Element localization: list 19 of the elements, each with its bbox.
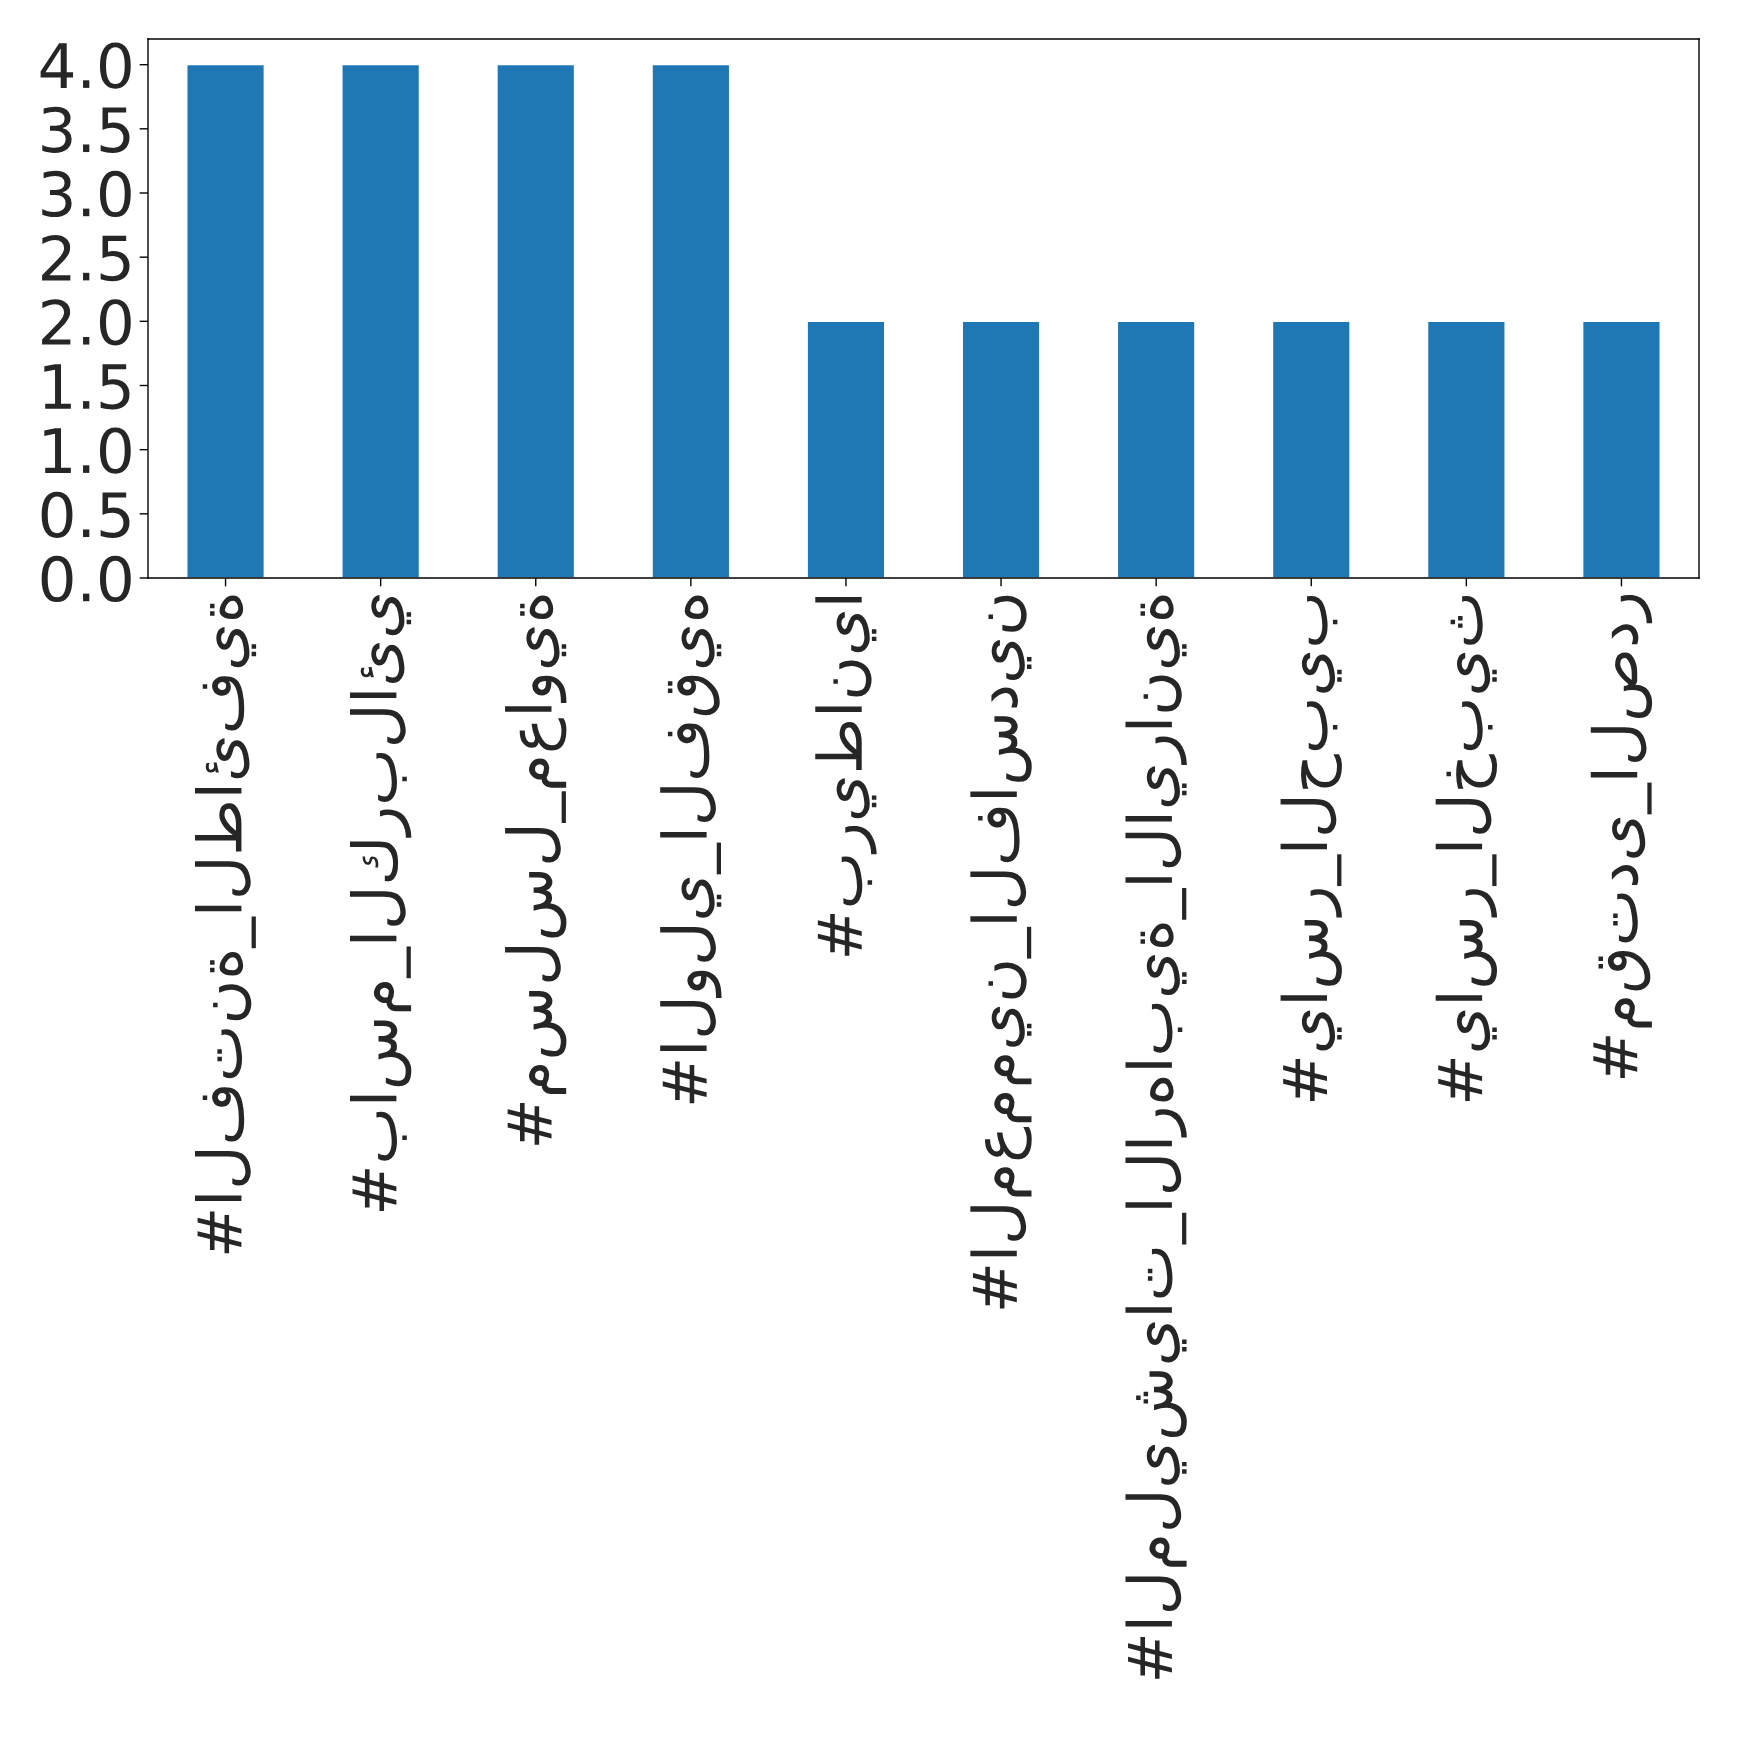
x-tick-label: #باسم_الكربلائي: [349, 595, 412, 1212]
y-tick-label: 0.5: [41, 491, 130, 538]
x-tick-label: #مسلسل_معاوية: [505, 595, 567, 1145]
x-tick-label: #الولي_الفقيه: [660, 595, 722, 1104]
x-tick-label: #المعممين_الفاسدين: [970, 595, 1032, 1309]
x-tick-label: #بريطانيا: [815, 596, 877, 956]
y-tick-label: 0.0: [41, 555, 131, 603]
y-tick-label: 3.0: [42, 170, 131, 218]
x-tick-label: #ياسر_الحبيب: [1280, 595, 1342, 1101]
x-tick-label: #مقتدى_الصدر: [1590, 594, 1653, 1079]
y-tick-label: 2.5: [42, 235, 130, 282]
x-tick-label: #ياسر_الخبيث: [1435, 595, 1498, 1101]
y-tick-label: 1.0: [44, 427, 131, 474]
x-tick-label: #المليشيات_الارهابية_الايرانية: [1125, 595, 1187, 1679]
y-tick-label: 2.0: [42, 299, 131, 346]
y-tick-label: 4.0: [40, 42, 131, 89]
y-tick-label: 1.5: [44, 364, 130, 410]
x-tick-label: #الفتنة_الطائفية: [195, 595, 257, 1254]
y-tick-label: 3.5: [42, 106, 130, 153]
